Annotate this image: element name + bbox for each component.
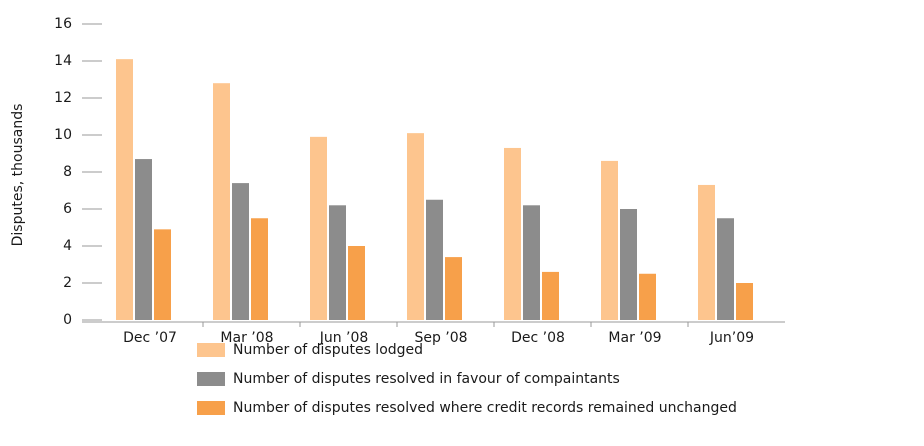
x-tick-label: Jun ’08 [319, 330, 369, 346]
bar [232, 183, 249, 320]
y-tick-label: 8 [63, 164, 72, 180]
legend-label: Number of disputes resolved in favour of… [233, 371, 620, 387]
bar [698, 184, 715, 320]
bar [213, 83, 230, 320]
bar [116, 59, 133, 321]
x-tick-label: Mar ’08 [220, 330, 273, 346]
bar [601, 160, 618, 320]
bar [639, 273, 656, 320]
bar [154, 229, 171, 320]
bar [620, 209, 637, 320]
bar [736, 283, 753, 320]
legend-swatch [197, 372, 225, 386]
y-axis-label: Disputes, thousands [10, 104, 26, 247]
legend-label: Number of disputes resolved where credit… [233, 400, 737, 416]
y-tick-label: 12 [54, 90, 72, 106]
y-tick-label: 16 [54, 16, 72, 32]
x-tick-label: Mar ’09 [608, 330, 661, 346]
bar [251, 218, 268, 320]
y-tick-label: 4 [63, 238, 72, 254]
bar [523, 205, 540, 320]
bar [329, 205, 346, 320]
bar [310, 136, 327, 320]
x-tick-label: Sep ’08 [414, 330, 467, 346]
bar [407, 133, 424, 320]
bar [504, 147, 521, 320]
y-tick-label: 14 [54, 53, 72, 69]
legend-swatch [197, 401, 225, 415]
bar [135, 159, 152, 320]
bar [348, 246, 365, 320]
bar [717, 218, 734, 320]
y-tick-label: 0 [63, 312, 72, 328]
bar [445, 257, 462, 320]
x-tick-label: Jun’09 [709, 330, 754, 346]
legend-label: Number of disputes lodged [233, 342, 423, 358]
x-tick-label: Dec ’08 [511, 330, 565, 346]
y-tick-label: 6 [63, 201, 72, 217]
y-tick-label: 10 [54, 127, 72, 143]
x-tick-label: Dec ’07 [123, 330, 177, 346]
bar [542, 271, 559, 320]
legend-swatch [197, 343, 225, 357]
bar [426, 199, 443, 320]
y-tick-label: 2 [63, 275, 72, 291]
